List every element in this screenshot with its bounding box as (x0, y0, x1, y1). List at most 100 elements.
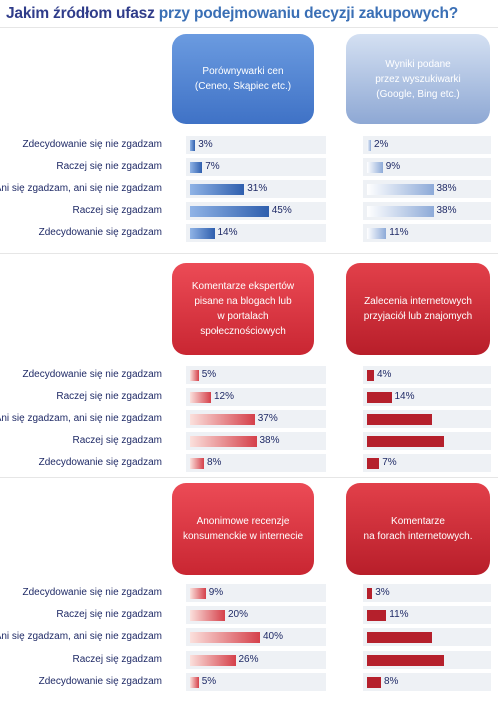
chart-bar (190, 162, 203, 173)
bar-row-band (186, 584, 326, 602)
header-line: Komentarze ekspertów (191, 281, 295, 292)
chart-bar (367, 206, 434, 217)
row-label: Ani się zgadzam, ani się nie zgadzam (0, 413, 162, 424)
chart-bar (367, 610, 387, 621)
data-label: 2% (374, 139, 389, 150)
chart-bar (190, 655, 236, 666)
chart-bar (367, 184, 434, 195)
chart-bar (190, 392, 211, 403)
header-line: w portalach społecznościowych (200, 311, 286, 337)
title-part1: Jakim źródłom ufasz (6, 5, 155, 22)
row-label: Raczej się nie zgadzam (56, 391, 162, 402)
bar-row-band (363, 673, 491, 691)
chart-bar (190, 206, 269, 217)
chart-bar (190, 458, 204, 469)
bar-row-band (186, 158, 326, 176)
divider (0, 253, 498, 254)
row-label: Raczej się zgadzam (72, 435, 162, 446)
data-label: 8% (384, 676, 399, 687)
data-label: 40% (263, 631, 284, 642)
data-label: 14% (217, 227, 238, 238)
data-label: 12% (214, 391, 235, 402)
chart-bar (190, 588, 206, 599)
data-label: 7% (382, 457, 397, 468)
chart-bar (367, 632, 432, 643)
bar-row-band (363, 584, 491, 602)
chart-bar (367, 458, 380, 469)
title-part2: przy podejmowaniu decyzji zakupowych? (158, 5, 458, 22)
bar-row-band (186, 136, 326, 154)
chart-bar (190, 632, 260, 643)
row-label: Zdecydowanie się nie zgadzam (22, 369, 162, 380)
row-label: Raczej się nie zgadzam (56, 161, 162, 172)
chart-bar (367, 162, 383, 173)
header-line: Wyniki podane (385, 58, 451, 70)
chart-bar (190, 184, 245, 195)
bar-row-band (363, 606, 491, 624)
bar-row-band (363, 158, 491, 176)
chart-bar (190, 436, 257, 447)
data-label: 14% (394, 391, 415, 402)
row-label: Zdecydowanie się nie zgadzam (22, 139, 162, 150)
header-line: na forach internetowych. (363, 531, 473, 542)
row-label: Zdecydowanie się zgadzam (38, 457, 162, 468)
header-line: Komentarze (391, 516, 445, 527)
bar-row-band (186, 366, 326, 384)
panel-header-price-comparison: Porównywarki cen (Ceneo, Skąpiec etc.) (172, 34, 314, 124)
chart-bar (367, 228, 387, 239)
data-label: 31% (247, 183, 268, 194)
divider (0, 477, 498, 478)
panel-header-search-results: Wyniki podane przez wyszukiwarki (Google, … (346, 34, 490, 124)
panel-header-friend-recommendations: Zalecenia internetowych przyjaciół lub zn… (346, 263, 490, 355)
data-label: 5% (201, 369, 217, 380)
row-label: Zdecydowanie się zgadzam (38, 676, 162, 687)
chart-bar (190, 370, 199, 381)
header-line: Zalecenia internetowych (364, 296, 472, 307)
data-label: 9% (385, 161, 401, 172)
chart-bar (367, 588, 373, 599)
chart-bar (367, 436, 444, 447)
chart-bar (367, 677, 381, 688)
bar-row-band (363, 224, 491, 242)
data-label: 8% (207, 457, 222, 468)
header-line: Porównywarki cen (202, 66, 284, 77)
chart-bar (190, 140, 196, 151)
bar-row-band (186, 224, 326, 242)
data-label: 38% (436, 205, 457, 216)
divider (0, 27, 498, 28)
row-label: Ani się zgadzam, ani się nie zgadzam (0, 183, 162, 194)
data-label: 11% (389, 227, 409, 238)
data-label: 3% (198, 139, 213, 150)
chart-bar (367, 655, 444, 666)
data-label: 26% (238, 654, 259, 665)
header-line: (Ceneo, Skąpiec etc.) (194, 81, 292, 92)
header-line: (Google, Bing etc.) (376, 88, 460, 100)
row-label: Ani się zgadzam, ani się nie zgadzam (0, 631, 162, 642)
chart-bar (190, 677, 199, 688)
header-line: konsumenckie w internecie (182, 531, 304, 542)
bar-row-band (186, 673, 326, 691)
header-line: Anonimowe recenzje (196, 516, 290, 527)
data-label: 45% (271, 205, 292, 216)
row-label: Zdecydowanie się nie zgadzam (22, 587, 162, 598)
chart-bar (367, 140, 371, 151)
bar-row-band (363, 454, 491, 472)
data-label: 20% (228, 609, 249, 620)
data-label: 3% (375, 587, 390, 598)
bar-row-band (363, 388, 491, 406)
chart-bar (367, 414, 432, 425)
chart-bar (367, 392, 392, 403)
bar-row-band (363, 136, 491, 154)
header-line: przez wyszukiwarki (375, 73, 461, 85)
row-label: Raczej się zgadzam (72, 205, 162, 216)
chart-bar (190, 610, 225, 621)
bar-row-band (363, 366, 491, 384)
data-label: 5% (201, 676, 217, 687)
data-label: 37% (257, 413, 278, 424)
data-label: 38% (436, 183, 457, 194)
row-label: Zdecydowanie się zgadzam (38, 227, 162, 238)
row-label: Raczej się zgadzam (72, 654, 162, 665)
bar-row-band (186, 454, 326, 472)
chart-bar (367, 370, 374, 381)
panel-header-expert-comments: Komentarze ekspertów pisane na blogach lu… (172, 263, 314, 355)
